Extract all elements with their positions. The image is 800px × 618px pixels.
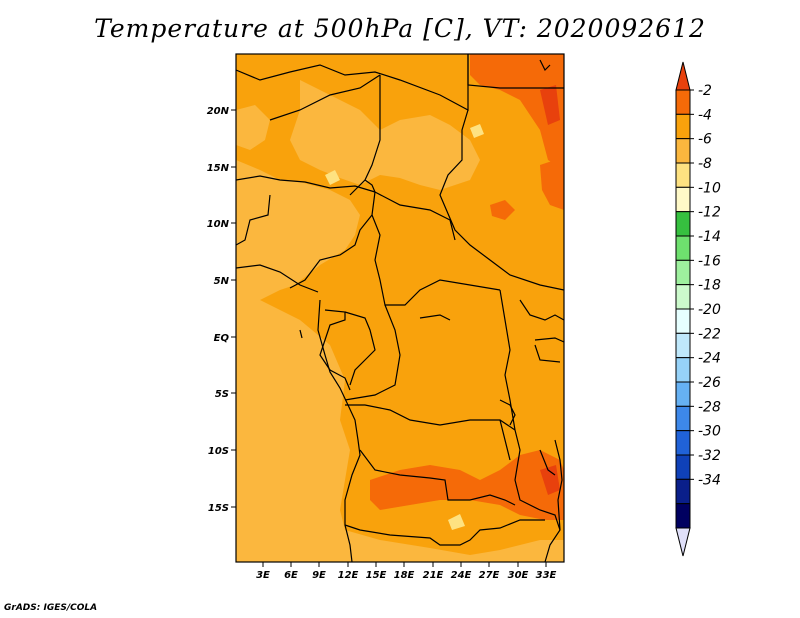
lon-label-6e: 6E (284, 570, 298, 581)
lon-label-3e: 3E (256, 570, 270, 581)
colorbar-box (675, 478, 691, 505)
colorbar-box (675, 430, 691, 456)
colorbar-label: -18 (698, 278, 721, 294)
colorbar-top-arrow (675, 61, 691, 91)
colorbar-label: -14 (698, 229, 721, 245)
field-minus2-to-minus4-east (540, 160, 564, 210)
colorbar-label: -20 (698, 302, 721, 318)
lon-label-21e: 21E (423, 570, 444, 581)
colorbar-box (675, 113, 691, 140)
colorbar-label: -16 (698, 253, 721, 269)
lon-label-15e: 15E (366, 570, 387, 581)
field-minus2-to-minus4-south (370, 450, 564, 520)
colorbar-label: -28 (698, 399, 721, 415)
longitude-ticks (262, 562, 547, 567)
lon-label-12e: 12E (338, 570, 359, 581)
lon-label-18e: 18E (394, 570, 415, 581)
colorbar-label: -10 (698, 180, 721, 196)
colorbar: -2 -4 -6 -8 -10 -12 -14 -16 -18 -20 -22 -24 -26 -28 -3… (675, 61, 721, 557)
lon-label-9e: 9E (312, 570, 326, 581)
colorbar-label: -8 (698, 156, 712, 172)
colorbar-box (675, 284, 691, 310)
lat-label-20n: 20N (207, 106, 230, 117)
field-minus6-to-minus8-west (236, 160, 564, 562)
field-minus0-to-minus2-spot (540, 465, 560, 495)
field-minus8-to-minus10-spot1 (470, 124, 484, 138)
lat-label-eq: EQ (214, 333, 230, 344)
longitude-labels: 3E 6E 9E 12E 15E 18E 21E 24E 27E 30E 33E (256, 570, 556, 581)
colorbar-label: -22 (698, 326, 721, 342)
colorbar-box (675, 308, 691, 334)
colorbar-label: -26 (698, 375, 721, 391)
colorbar-box (675, 211, 691, 237)
field-minus8-to-minus10-spot3 (448, 514, 465, 530)
colorbar-label: -30 (698, 424, 721, 440)
lat-label-5s: 5S (215, 389, 229, 400)
field-minus6-to-minus8-sahel (236, 105, 270, 150)
lon-label-27e: 27E (479, 570, 500, 581)
colorbar-box (675, 186, 691, 213)
colorbar-box (675, 235, 691, 261)
lat-label-10n: 10N (207, 219, 230, 230)
country-borders (236, 54, 564, 562)
colorbar-box (675, 162, 691, 188)
colorbar-box (675, 357, 691, 383)
colorbar-box (675, 259, 691, 286)
colorbar-label: -32 (698, 448, 721, 464)
colorbar-label: -34 (698, 472, 721, 488)
lon-label-33e: 33E (536, 570, 557, 581)
colorbar-label: -2 (698, 83, 712, 99)
field-minus6-to-minus8-north (290, 80, 480, 190)
credit-label: GrADS: IGES/COLA (4, 603, 98, 613)
map-title: Temperature at 500hPa [C], VT: 202009261… (94, 14, 706, 43)
colorbar-label: -24 (698, 351, 721, 367)
field-minus8-to-minus10-spot2 (325, 170, 340, 185)
colorbar-box (675, 138, 691, 164)
colorbar-label: -6 (698, 132, 712, 148)
lat-label-15n: 15N (207, 163, 230, 174)
temperature-field (236, 54, 564, 562)
lon-label-30e: 30E (508, 570, 529, 581)
colorbar-box (675, 381, 691, 407)
latitude-ticks (231, 109, 236, 508)
field-minus2-to-minus4-northeast (470, 54, 564, 170)
colorbar-box (675, 332, 691, 359)
latitude-labels: 20N 15N 10N 5N EQ 5S 10S 15S (207, 106, 230, 514)
colorbar-box (675, 405, 691, 432)
lat-label-10s: 10S (208, 446, 229, 457)
colorbar-box (675, 454, 691, 480)
colorbar-label: -12 (698, 205, 721, 221)
colorbar-bottom-arrow (675, 527, 691, 557)
field-minus0-to-minus2-ne (540, 85, 560, 125)
lat-label-5n: 5N (214, 276, 230, 287)
lat-label-15s: 15S (208, 503, 229, 514)
map-frame (235, 53, 565, 563)
colorbar-box (675, 503, 691, 529)
colorbar-label: -4 (698, 107, 712, 123)
lon-label-24e: 24E (451, 570, 472, 581)
colorbar-box (675, 89, 691, 115)
field-minus2-to-minus4-patch (490, 200, 515, 220)
